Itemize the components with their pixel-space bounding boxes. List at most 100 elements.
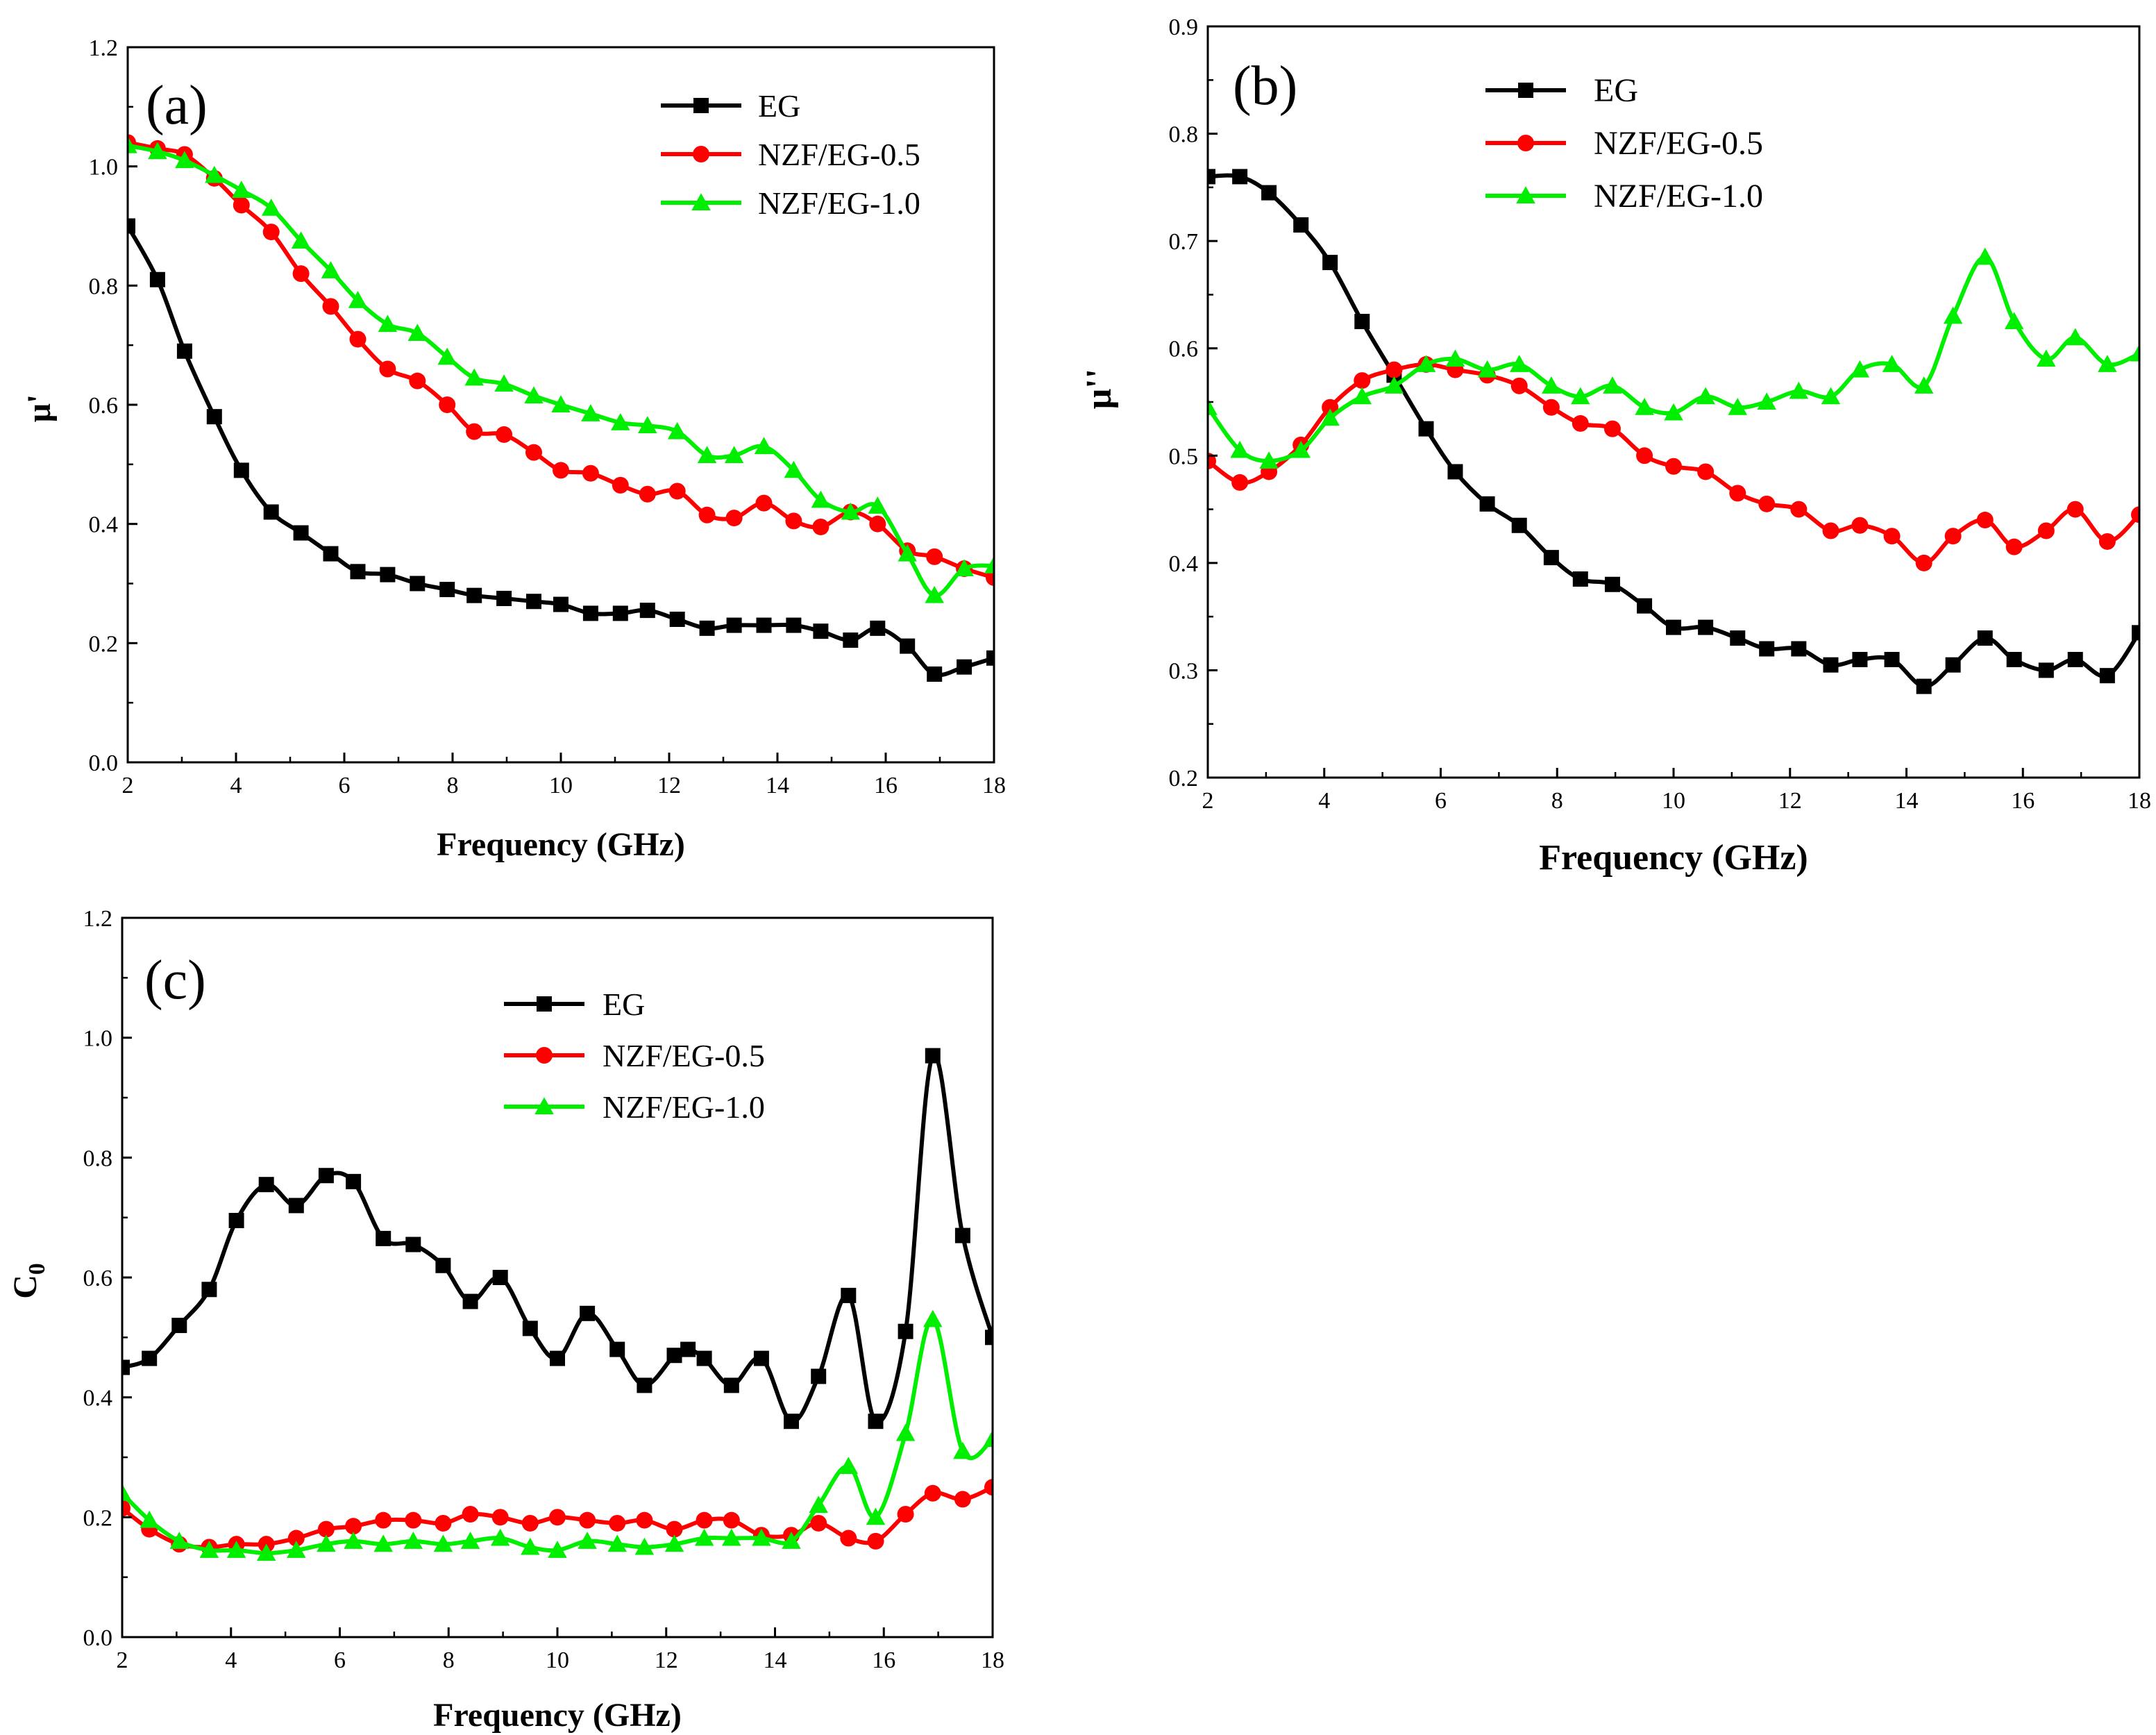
data-point (898, 1323, 913, 1339)
data-point (694, 1528, 714, 1546)
data-point (321, 261, 341, 278)
x-tick-label: 18 (2128, 788, 2151, 814)
x-tick-label: 10 (1662, 788, 1685, 814)
data-point (612, 476, 629, 494)
data-point (925, 1048, 941, 1064)
legend-label: EG (1594, 72, 1638, 109)
data-point (437, 347, 457, 365)
series-line (1208, 173, 2139, 689)
data-point (293, 525, 309, 541)
data-point (522, 1321, 538, 1336)
y-tick-label: 0.3 (1169, 658, 1199, 684)
data-point (843, 632, 859, 648)
data-point (548, 1541, 567, 1558)
data-point (609, 1341, 625, 1357)
data-point (1542, 399, 1560, 416)
data-point (375, 1511, 392, 1529)
data-point (726, 617, 742, 633)
data-point (344, 1532, 363, 1549)
data-point (378, 315, 398, 333)
data-point (1914, 376, 1934, 394)
data-point (379, 360, 396, 378)
y-tick-label: 0.6 (83, 1266, 113, 1291)
x-tick-label: 6 (339, 773, 351, 798)
data-point (350, 564, 366, 580)
data-point (1637, 598, 1653, 614)
data-point (1884, 651, 1900, 667)
data-point (403, 1532, 423, 1549)
data-point (292, 265, 310, 283)
data-point (868, 1414, 884, 1430)
data-point (1635, 397, 1654, 415)
data-point (2067, 651, 2083, 667)
data-point (405, 1237, 421, 1252)
data-point (1208, 169, 1215, 185)
legend-marker (1516, 186, 1535, 203)
data-point (953, 1441, 972, 1459)
data-point (754, 437, 774, 455)
data-point (233, 462, 249, 478)
data-point (1852, 651, 1868, 667)
data-point (140, 1510, 159, 1528)
data-point (551, 395, 571, 412)
data-point (870, 620, 886, 636)
data-point (812, 518, 829, 535)
data-point (1479, 496, 1495, 512)
data-point (1821, 387, 1841, 405)
data-point (580, 1305, 596, 1321)
y-tick-label: 0.0 (83, 1625, 113, 1651)
data-point (1823, 657, 1839, 673)
data-point (2006, 651, 2022, 667)
y-tick-label: 0.2 (89, 631, 119, 657)
data-point (1571, 387, 1590, 405)
data-point (722, 1528, 741, 1546)
x-axis-label: Frequency (GHz) (433, 1697, 682, 1734)
data-point (611, 413, 630, 430)
y-tick-label: 1.0 (89, 155, 119, 181)
y-tick-label: 0.8 (1169, 122, 1199, 148)
data-point (317, 1520, 335, 1538)
data-point (680, 1341, 696, 1357)
data-point (1944, 528, 1962, 545)
data-point (2098, 355, 2117, 372)
data-point (1604, 576, 1620, 592)
data-point (122, 1359, 130, 1375)
legend-marker (691, 193, 711, 210)
series-line (1208, 255, 2139, 463)
data-point (492, 1270, 508, 1285)
data-point (490, 1528, 510, 1546)
x-tick-label: 6 (334, 1648, 346, 1673)
y-tick-label: 1.2 (89, 35, 119, 61)
data-point (205, 165, 224, 183)
data-point (784, 1414, 800, 1430)
data-point (1759, 641, 1775, 657)
series-3 (1208, 247, 2139, 469)
y-tick-label: 0.2 (1169, 766, 1199, 791)
data-point (142, 1350, 158, 1366)
data-point (460, 1532, 480, 1549)
data-point (668, 483, 686, 500)
y-tick-label: 1.0 (83, 1026, 113, 1052)
data-point (985, 1330, 993, 1346)
y-tick-label: 0.7 (1169, 229, 1199, 255)
plot-frame (121, 916, 994, 1638)
data-point (226, 1541, 246, 1558)
data-point (666, 1348, 682, 1364)
data-point (1945, 657, 1961, 673)
data-point (2131, 506, 2139, 523)
data-point (2038, 662, 2054, 678)
legend-label: NZF/EG-0.5 (603, 1038, 765, 1073)
data-point (579, 1511, 596, 1529)
data-point (782, 1532, 801, 1549)
data-point (784, 460, 804, 478)
data-point (464, 368, 484, 386)
panel-label: (a) (146, 75, 208, 136)
data-point (2065, 328, 2085, 346)
data-point (410, 576, 426, 592)
data-point (1696, 387, 1715, 405)
data-point (1509, 355, 1529, 372)
legend-marker (534, 1097, 554, 1114)
data-point (491, 1509, 509, 1526)
data-point (1354, 314, 1370, 330)
data-point (582, 605, 598, 621)
